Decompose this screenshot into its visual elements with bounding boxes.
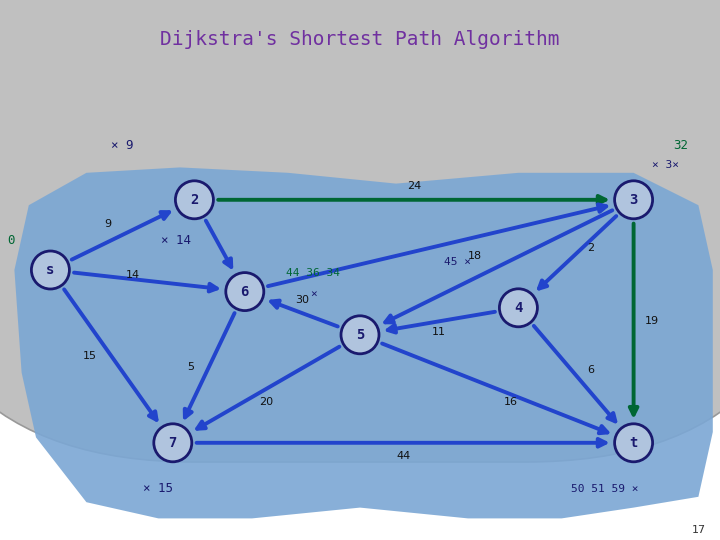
Text: 6: 6	[587, 365, 594, 375]
Text: × 9: × 9	[111, 139, 134, 152]
Text: 5: 5	[187, 362, 194, 372]
Text: 0: 0	[7, 234, 14, 247]
Text: 17: 17	[691, 524, 706, 535]
Text: 16: 16	[504, 397, 518, 407]
Text: 50 51 59 ×: 50 51 59 ×	[571, 484, 639, 494]
Circle shape	[500, 289, 537, 327]
Circle shape	[176, 181, 213, 219]
Text: 9: 9	[104, 219, 112, 229]
Text: 30: 30	[295, 295, 310, 305]
Circle shape	[341, 316, 379, 354]
Text: 4: 4	[514, 301, 523, 315]
Polygon shape	[14, 167, 713, 518]
Text: 45 ×: 45 ×	[444, 257, 471, 267]
Text: 44: 44	[396, 451, 410, 461]
Text: 24: 24	[407, 181, 421, 191]
Text: s: s	[46, 263, 55, 277]
Text: t: t	[629, 436, 638, 450]
Circle shape	[154, 424, 192, 462]
Text: × 14: × 14	[161, 234, 192, 247]
Text: 2: 2	[190, 193, 199, 207]
Text: ×: ×	[310, 289, 317, 299]
Text: 18: 18	[468, 252, 482, 261]
Text: 15: 15	[83, 352, 97, 361]
FancyBboxPatch shape	[0, 0, 720, 462]
Text: × 3×: × 3×	[652, 160, 680, 170]
Text: 44 36 34: 44 36 34	[287, 268, 340, 278]
Text: 32: 32	[673, 139, 688, 152]
Text: 7: 7	[168, 436, 177, 450]
Text: 11: 11	[432, 327, 446, 337]
Text: 20: 20	[259, 397, 274, 407]
Text: 14: 14	[126, 271, 140, 280]
Circle shape	[32, 251, 69, 289]
Text: Dijkstra's Shortest Path Algorithm: Dijkstra's Shortest Path Algorithm	[161, 30, 559, 49]
Text: 5: 5	[356, 328, 364, 342]
Text: 3: 3	[629, 193, 638, 207]
Text: 6: 6	[240, 285, 249, 299]
Circle shape	[615, 424, 652, 462]
Circle shape	[615, 181, 652, 219]
Text: × 15: × 15	[143, 482, 174, 495]
Text: 2: 2	[587, 244, 594, 253]
Circle shape	[226, 273, 264, 310]
Text: 19: 19	[644, 316, 659, 326]
